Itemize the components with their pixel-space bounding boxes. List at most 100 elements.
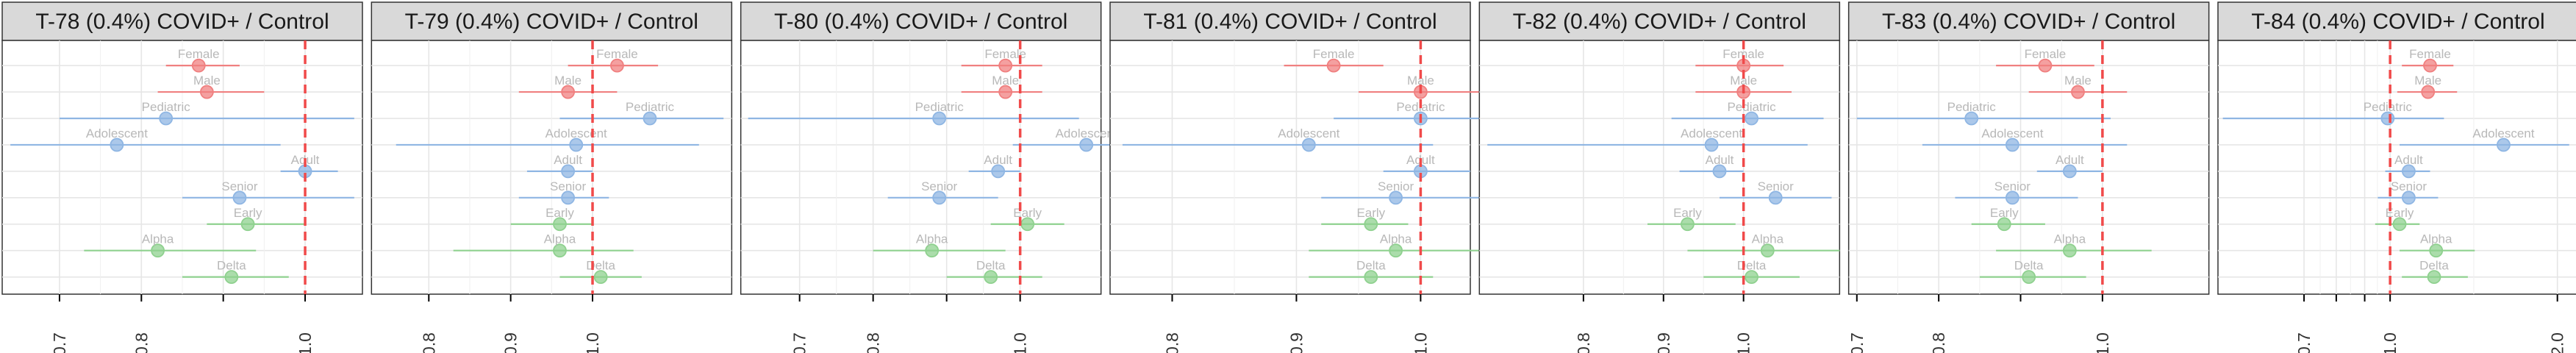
point-label: Male	[554, 74, 582, 88]
forest-row-female: Female	[1695, 47, 1784, 73]
forest-row-alpha: Alpha	[1309, 232, 1483, 258]
facet-strip	[1, 1, 363, 41]
point-estimate	[1389, 190, 1403, 205]
forest-row-alpha: Alpha	[84, 232, 257, 258]
forest-row-senior: Senior	[182, 179, 354, 205]
forest-row-senior: Senior	[887, 179, 998, 205]
point-estimate	[232, 190, 247, 205]
point-estimate	[110, 138, 124, 152]
facet-strip	[1847, 1, 2210, 41]
forest-row-pediatric: Pediatric	[559, 100, 724, 126]
forest-row-adult: Adult	[968, 153, 1020, 179]
point-label: Senior	[1994, 179, 2031, 193]
facet-title: T-84 (0.4%) COVID+ / Control	[2251, 10, 2544, 34]
point-estimate	[991, 164, 1006, 179]
x-axis-tick-label: 0.7	[790, 332, 809, 353]
point-label: Early	[234, 206, 262, 220]
point-label: Alpha	[916, 232, 948, 246]
point-estimate	[2423, 58, 2437, 73]
point-estimate	[984, 270, 998, 285]
forest-row-female: Female	[1284, 47, 1384, 73]
x-axis-tick-label: 1.0	[296, 332, 315, 353]
forest-row-delta: Delta	[1309, 259, 1434, 285]
forest-row-female: Female	[1996, 47, 2094, 73]
point-label: Adult	[984, 153, 1012, 167]
point-estimate	[1768, 190, 1783, 205]
forest-row-alpha: Alpha	[873, 232, 1006, 258]
point-label: Pediatric	[142, 100, 191, 114]
point-estimate	[561, 190, 576, 205]
x-axis-tick-label: 0.7	[1847, 332, 1867, 353]
forest-row-male: Male	[2028, 74, 2128, 99]
point-label: Early	[1673, 206, 1702, 220]
point-label: Alpha	[2420, 232, 2452, 246]
forest-row-alpha: Alpha	[1996, 232, 2152, 258]
point-estimate	[2038, 58, 2053, 73]
facet-title: T-80 (0.4%) COVID+ / Control	[774, 10, 1067, 34]
point-estimate	[553, 243, 567, 258]
point-estimate	[200, 85, 214, 99]
forest-row-male: Male	[2397, 74, 2458, 99]
point-estimate	[1997, 217, 2011, 232]
forest-row-male: Male	[518, 74, 618, 99]
point-label: Delta	[1737, 259, 1767, 273]
forest-row-pediatric: Pediatric	[748, 100, 1079, 126]
forest-row-adolescent: Adolescent	[1122, 126, 1434, 152]
point-label: Alpha	[1752, 232, 1784, 246]
forest-row-adolescent: Adolescent	[1487, 126, 1808, 152]
point-estimate	[561, 85, 576, 99]
facet-title: T-82 (0.4%) COVID+ / Control	[1513, 10, 1806, 34]
point-label: Adult	[2394, 153, 2423, 167]
point-estimate	[2005, 138, 2019, 152]
x-axis-tick-label: 0.8	[419, 332, 438, 353]
point-label: Early	[2386, 206, 2414, 220]
forest-row-early: Early	[1321, 206, 1409, 232]
x-axis-tick-label: 1.0	[1411, 332, 1430, 353]
facet-strip	[1478, 1, 1841, 41]
point-estimate	[932, 190, 947, 205]
forest-row-adult: Adult	[526, 153, 593, 179]
x-axis-tick-label: 0.8	[132, 332, 151, 353]
facet-panel-5: T-82 (0.4%) COVID+ / Control Female Male Pe…	[1478, 1, 1841, 353]
point-estimate	[224, 270, 239, 285]
point-label: Delta	[1356, 259, 1386, 273]
point-label: Delta	[586, 259, 615, 273]
point-label: Male	[193, 74, 221, 88]
point-estimate	[2402, 190, 2416, 205]
point-label: Early	[545, 206, 574, 220]
point-label: Female	[596, 47, 638, 61]
forest-row-senior: Senior	[518, 179, 609, 205]
point-label: Adult	[2056, 153, 2084, 167]
forest-row-female: Female	[568, 47, 659, 73]
x-axis-tick-label: 2.0	[2548, 332, 2567, 353]
x-axis-tick-label: 0.9	[1287, 332, 1306, 353]
forest-row-pediatric: Pediatric	[1856, 100, 2111, 126]
forest-row-senior: Senior	[1719, 179, 1832, 205]
point-label: Adult	[554, 153, 582, 167]
point-label: Senior	[221, 179, 257, 193]
point-estimate	[1964, 111, 1979, 126]
point-label: Adult	[1706, 153, 1734, 167]
point-label: Adolescent	[1981, 126, 2043, 140]
point-estimate	[2497, 138, 2511, 152]
x-axis-tick-label: 0.7	[50, 332, 69, 353]
point-estimate	[1301, 138, 1316, 152]
forest-row-senior: Senior	[1955, 179, 2078, 205]
point-estimate	[1704, 138, 1719, 152]
forest-row-adolescent: Adolescent	[1922, 126, 2128, 152]
x-axis-tick-label: 0.8	[864, 332, 883, 353]
point-label: Alpha	[2054, 232, 2086, 246]
point-estimate	[932, 111, 947, 126]
point-label: Senior	[550, 179, 586, 193]
point-label: Adolescent	[1278, 126, 1339, 140]
point-label: Pediatric	[1727, 100, 1776, 114]
x-axis-tick-label: 0.7	[2294, 332, 2314, 353]
facet-title: T-78 (0.4%) COVID+ / Control	[35, 10, 329, 34]
x-axis-tick-label: 0.8	[1574, 332, 1593, 353]
point-label: Female	[1722, 47, 1764, 61]
point-estimate	[1745, 270, 1759, 285]
forest-row-male: Male	[157, 74, 265, 99]
point-label: Delta	[217, 259, 246, 273]
forest-row-male: Male	[961, 74, 1042, 99]
point-estimate	[2421, 85, 2436, 99]
